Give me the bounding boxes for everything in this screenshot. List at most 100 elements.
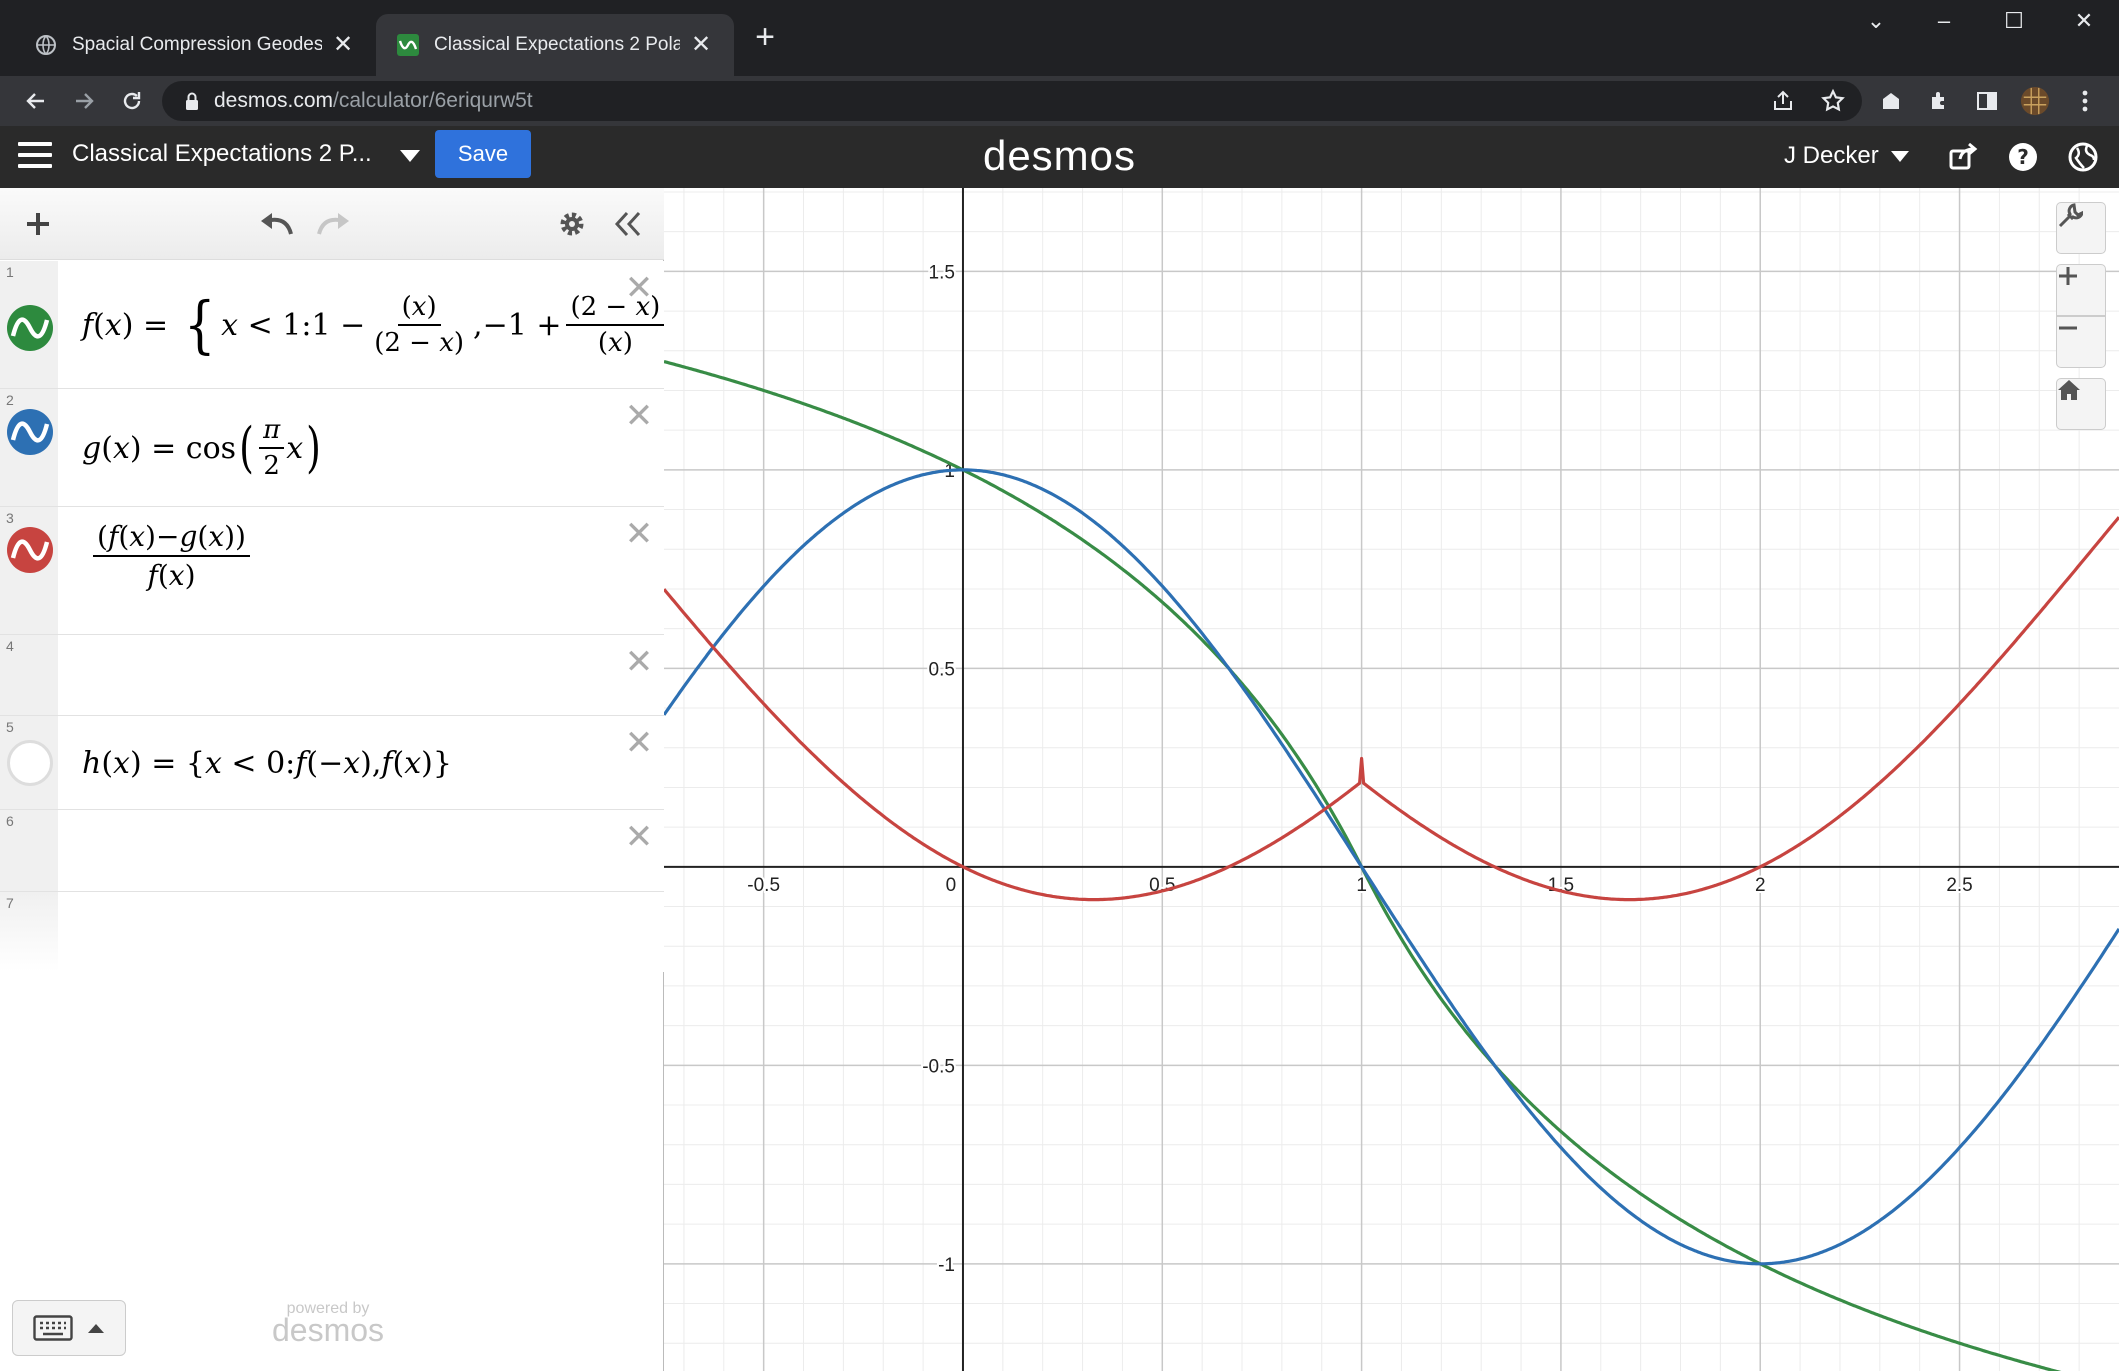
- keyboard-toggle-button[interactable]: [12, 1300, 126, 1356]
- graph-settings-wrench-icon[interactable]: [2056, 202, 2106, 254]
- expression-row-5[interactable]: 5 h(x) = {x < 0: f (− x), f(x)} ✕: [0, 716, 664, 810]
- expression-row-6[interactable]: 6 ✕: [0, 810, 664, 892]
- y-tick-label: 1.5: [929, 262, 955, 283]
- redo-icon[interactable]: [314, 206, 354, 242]
- graph-title[interactable]: Classical Expectations 2 P...: [72, 140, 372, 167]
- minimize-icon[interactable]: –: [1937, 8, 1951, 33]
- profile-avatar[interactable]: [2020, 86, 2050, 116]
- new-tab-button[interactable]: +: [755, 18, 775, 56]
- graph-color-toggle-icon[interactable]: [7, 409, 53, 455]
- delete-expression-icon[interactable]: ✕: [624, 723, 654, 763]
- expression-gutter: [0, 892, 58, 972]
- reload-icon[interactable]: [114, 84, 150, 118]
- expression-index: 5: [6, 719, 14, 735]
- delete-expression-icon[interactable]: ✕: [624, 642, 654, 682]
- browser-toolbar: desmos.com/calculator/6eriqurw5t: [0, 76, 2119, 126]
- delete-expression-icon[interactable]: ✕: [624, 396, 654, 436]
- expression-index: 2: [6, 392, 14, 408]
- language-globe-icon[interactable]: [2064, 138, 2102, 176]
- expression-panel: 1 f(x) = { x < 1:1 − (x) (2 − x) ,−1 + (2…: [0, 188, 665, 1371]
- forward-icon[interactable]: [66, 84, 102, 118]
- curve-(f(x)-g(x))/f(x): [664, 516, 2119, 902]
- collapse-panel-icon[interactable]: [608, 206, 648, 242]
- expression-gutter: [0, 810, 58, 891]
- browser-tab-classical[interactable]: Classical Expectations 2 Polarizer ✕: [376, 14, 734, 76]
- expression-math[interactable]: f(x) = { x < 1:1 − (x) (2 − x) ,−1 + (2 −…: [82, 261, 669, 389]
- x-tick-label: -0.5: [747, 875, 780, 896]
- puzzle-icon[interactable]: [1924, 86, 1954, 116]
- add-expression-icon[interactable]: [18, 206, 58, 242]
- menu-dots-icon[interactable]: [2070, 86, 2100, 116]
- delete-expression-icon[interactable]: ✕: [624, 268, 654, 308]
- maximize-icon[interactable]: ☐: [2004, 8, 2024, 33]
- powered-by-logo: desmos: [272, 1312, 385, 1348]
- extension-icon[interactable]: [1876, 86, 1906, 116]
- expression-row-1[interactable]: 1 f(x) = { x < 1:1 − (x) (2 − x) ,−1 + (2…: [0, 261, 665, 389]
- desmos-logo-container: desmos: [0, 132, 2119, 180]
- bookmark-star-icon[interactable]: [1818, 86, 1848, 116]
- title-dropdown-icon[interactable]: [400, 150, 420, 162]
- close-tab-icon[interactable]: ✕: [332, 31, 354, 58]
- undo-icon[interactable]: [256, 206, 296, 242]
- hamburger-menu-icon[interactable]: [18, 142, 52, 172]
- keyboard-icon: [33, 1315, 73, 1341]
- zoom-in-icon[interactable]: [2056, 264, 2106, 316]
- desmos-logo: desmos: [982, 132, 1137, 179]
- back-icon[interactable]: [18, 84, 54, 118]
- tab-search-chevron-icon[interactable]: ⌄: [1866, 8, 1886, 33]
- graph-canvas[interactable]: -0.5 0 0.5 1 1.5 2 2.51.510.5-0.5-1: [664, 188, 2119, 1371]
- share-graph-icon[interactable]: [1944, 138, 1982, 176]
- expression-math[interactable]: (f(x)−g(x)) f(x): [88, 520, 255, 592]
- side-panel-icon[interactable]: [1972, 86, 2002, 116]
- user-dropdown-icon: [1890, 150, 1909, 162]
- desmos-favicon-icon: [396, 33, 420, 57]
- expression-index: 1: [6, 264, 14, 280]
- expression-math[interactable]: h(x) = {x < 0: f (− x), f(x)}: [82, 745, 452, 781]
- url-host: desmos.com: [214, 89, 334, 112]
- y-tick-label: -1: [938, 1255, 955, 1276]
- expression-index: 6: [6, 813, 14, 829]
- powered-by-desmos[interactable]: powered by desmos: [272, 1300, 384, 1349]
- browser-tabstrip: Spacial Compression Geodesics ✕ Classica…: [0, 0, 2119, 76]
- tab-title: Classical Expectations 2 Polarizer: [434, 34, 680, 55]
- expression-index: 3: [6, 510, 14, 526]
- settings-gear-icon[interactable]: [552, 206, 592, 242]
- expression-row-7[interactable]: 7: [0, 892, 664, 972]
- save-button[interactable]: Save: [435, 130, 531, 178]
- expression-index: 7: [6, 895, 14, 911]
- user-menu[interactable]: J Decker: [1784, 142, 1909, 170]
- delete-expression-icon[interactable]: ✕: [624, 514, 654, 554]
- desmos-header: Classical Expectations 2 P... Save desmo…: [0, 126, 2119, 188]
- address-bar[interactable]: desmos.com/calculator/6eriqurw5t: [162, 81, 1862, 121]
- expression-index: 4: [6, 638, 14, 654]
- default-viewport-home-icon[interactable]: [2056, 378, 2106, 430]
- close-tab-icon[interactable]: ✕: [690, 31, 712, 58]
- y-tick-label: 0.5: [929, 659, 955, 680]
- zoom-out-icon[interactable]: [2056, 316, 2106, 368]
- close-window-icon[interactable]: ✕: [2074, 8, 2094, 33]
- powered-by-text: powered by: [286, 1300, 370, 1317]
- expression-gutter: [0, 635, 58, 715]
- caret-up-icon: [88, 1324, 104, 1333]
- graph-paper[interactable]: -0.5 0 0.5 1 1.5 2 2.5 1.5 1 0.5 -0.5 -1: [664, 188, 2119, 1371]
- expression-row-4[interactable]: 4 ✕: [0, 635, 664, 716]
- delete-expression-icon[interactable]: ✕: [624, 817, 654, 857]
- help-icon[interactable]: ?: [2004, 138, 2042, 176]
- browser-tab-spacial[interactable]: Spacial Compression Geodesics ✕: [14, 14, 376, 76]
- hidden-graph-toggle-icon[interactable]: [7, 740, 53, 786]
- graph-color-toggle-icon[interactable]: [7, 527, 53, 573]
- share-icon[interactable]: [1768, 86, 1798, 116]
- curve-f(x): [664, 360, 2062, 1371]
- graph-color-toggle-icon[interactable]: [7, 305, 53, 351]
- y-tick-label: -0.5: [922, 1056, 955, 1077]
- x-tick-label: 2.5: [1946, 875, 1972, 896]
- expression-row-3[interactable]: 3 (f(x)−g(x)) f(x) ✕: [0, 507, 664, 635]
- expression-toolbar: [0, 188, 664, 260]
- curve-g(x): [664, 468, 2119, 1266]
- url-path: /calculator/6eriqurw5t: [333, 89, 533, 112]
- svg-text:?: ?: [2017, 145, 2029, 169]
- x-tick-label: 0: [946, 875, 957, 896]
- tab-title: Spacial Compression Geodesics: [72, 34, 322, 55]
